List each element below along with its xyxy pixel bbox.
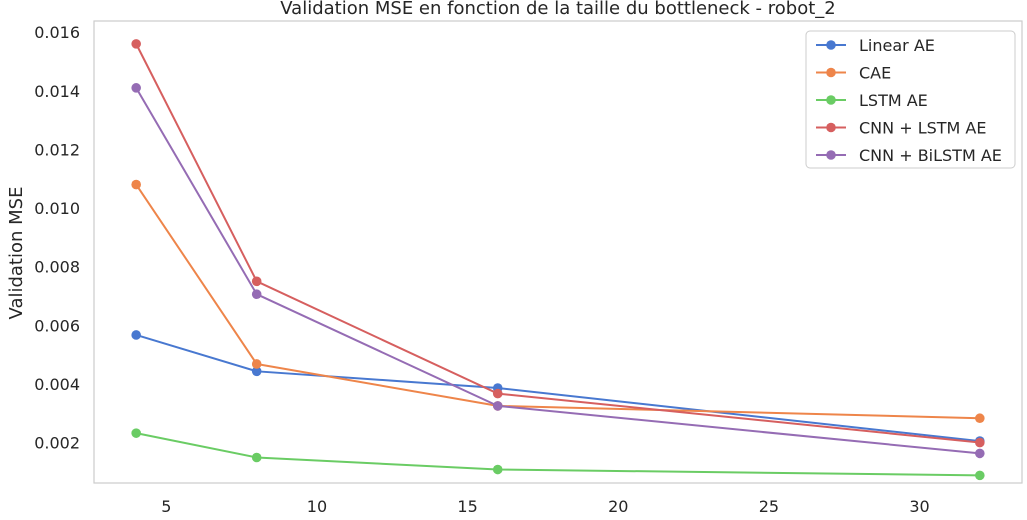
y-tick-label: 0.004 (34, 375, 80, 394)
y-tick-label: 0.010 (34, 199, 80, 218)
x-tick-label: 25 (759, 497, 779, 516)
series-1 (131, 330, 985, 446)
x-tick-label: 20 (608, 497, 628, 516)
x-tick-label: 30 (909, 497, 929, 516)
data-point (131, 428, 141, 438)
legend-marker (826, 122, 836, 133)
series-line (135, 184, 980, 420)
data-point (975, 413, 985, 424)
x-tick-label: 5 (161, 497, 171, 516)
data-point (131, 39, 141, 49)
legend-label: LSTM AE (859, 91, 928, 110)
x-tick-label: 15 (457, 497, 477, 516)
series-line (135, 432, 980, 477)
legend-marker (826, 67, 836, 78)
legend-item: CNN + LSTM AE (816, 119, 986, 138)
series-line (135, 87, 980, 455)
y-tick-label: 0.016 (34, 23, 80, 42)
y-tick-label: 0.008 (34, 258, 80, 277)
series-line (135, 43, 980, 444)
series-4 (131, 39, 985, 448)
series-layer (131, 39, 985, 481)
y-tick-label: 0.014 (34, 82, 80, 101)
legend: Linear AE CAE LSTM AE CNN + LSTM AE CNN + Bi… (805, 30, 1016, 169)
legend-marker (826, 150, 836, 160)
data-point (975, 437, 985, 448)
series-2 (131, 179, 985, 424)
legend-label: CNN + LSTM AE (859, 119, 986, 138)
legend-box (805, 30, 1016, 169)
y-tick-label: 0.012 (34, 140, 80, 159)
plot-frame (93, 20, 1023, 484)
y-tick-label: 0.002 (34, 434, 80, 453)
data-point (251, 366, 262, 377)
chart-title: Validation MSE en fonction de la taille … (280, 0, 835, 19)
series-line (135, 334, 980, 443)
legend-marker (826, 40, 836, 50)
data-point (131, 179, 141, 190)
data-point (251, 276, 262, 287)
data-point (492, 464, 503, 475)
data-point (251, 452, 262, 463)
data-point (251, 359, 262, 369)
series-5 (131, 83, 985, 459)
data-point (492, 388, 503, 399)
y-tick-label: 0.006 (34, 316, 80, 335)
legend-item: Linear AE (816, 36, 935, 55)
data-point (975, 470, 985, 481)
x-tick-label: 10 (307, 497, 327, 516)
y-axis: 0.002 0.004 0.006 0.008 0.010 0.012 0.014 0.016 (34, 23, 80, 452)
data-point (251, 289, 262, 300)
y-axis-label: Validation MSE (6, 187, 27, 320)
legend-marker (826, 95, 836, 105)
series-3 (131, 428, 985, 481)
data-point (131, 330, 141, 340)
legend-label: CAE (859, 64, 891, 83)
legend-item: CAE (816, 64, 891, 83)
legend-label: CNN + BiLSTM AE (859, 146, 1002, 165)
data-point (131, 83, 141, 93)
legend-item: CNN + BiLSTM AE (816, 146, 1002, 165)
data-point (492, 401, 503, 411)
legend-label: Linear AE (859, 36, 935, 55)
data-point (975, 448, 985, 459)
x-axis: 5 10 15 20 25 30 (161, 497, 930, 516)
legend-item: LSTM AE (816, 91, 928, 110)
